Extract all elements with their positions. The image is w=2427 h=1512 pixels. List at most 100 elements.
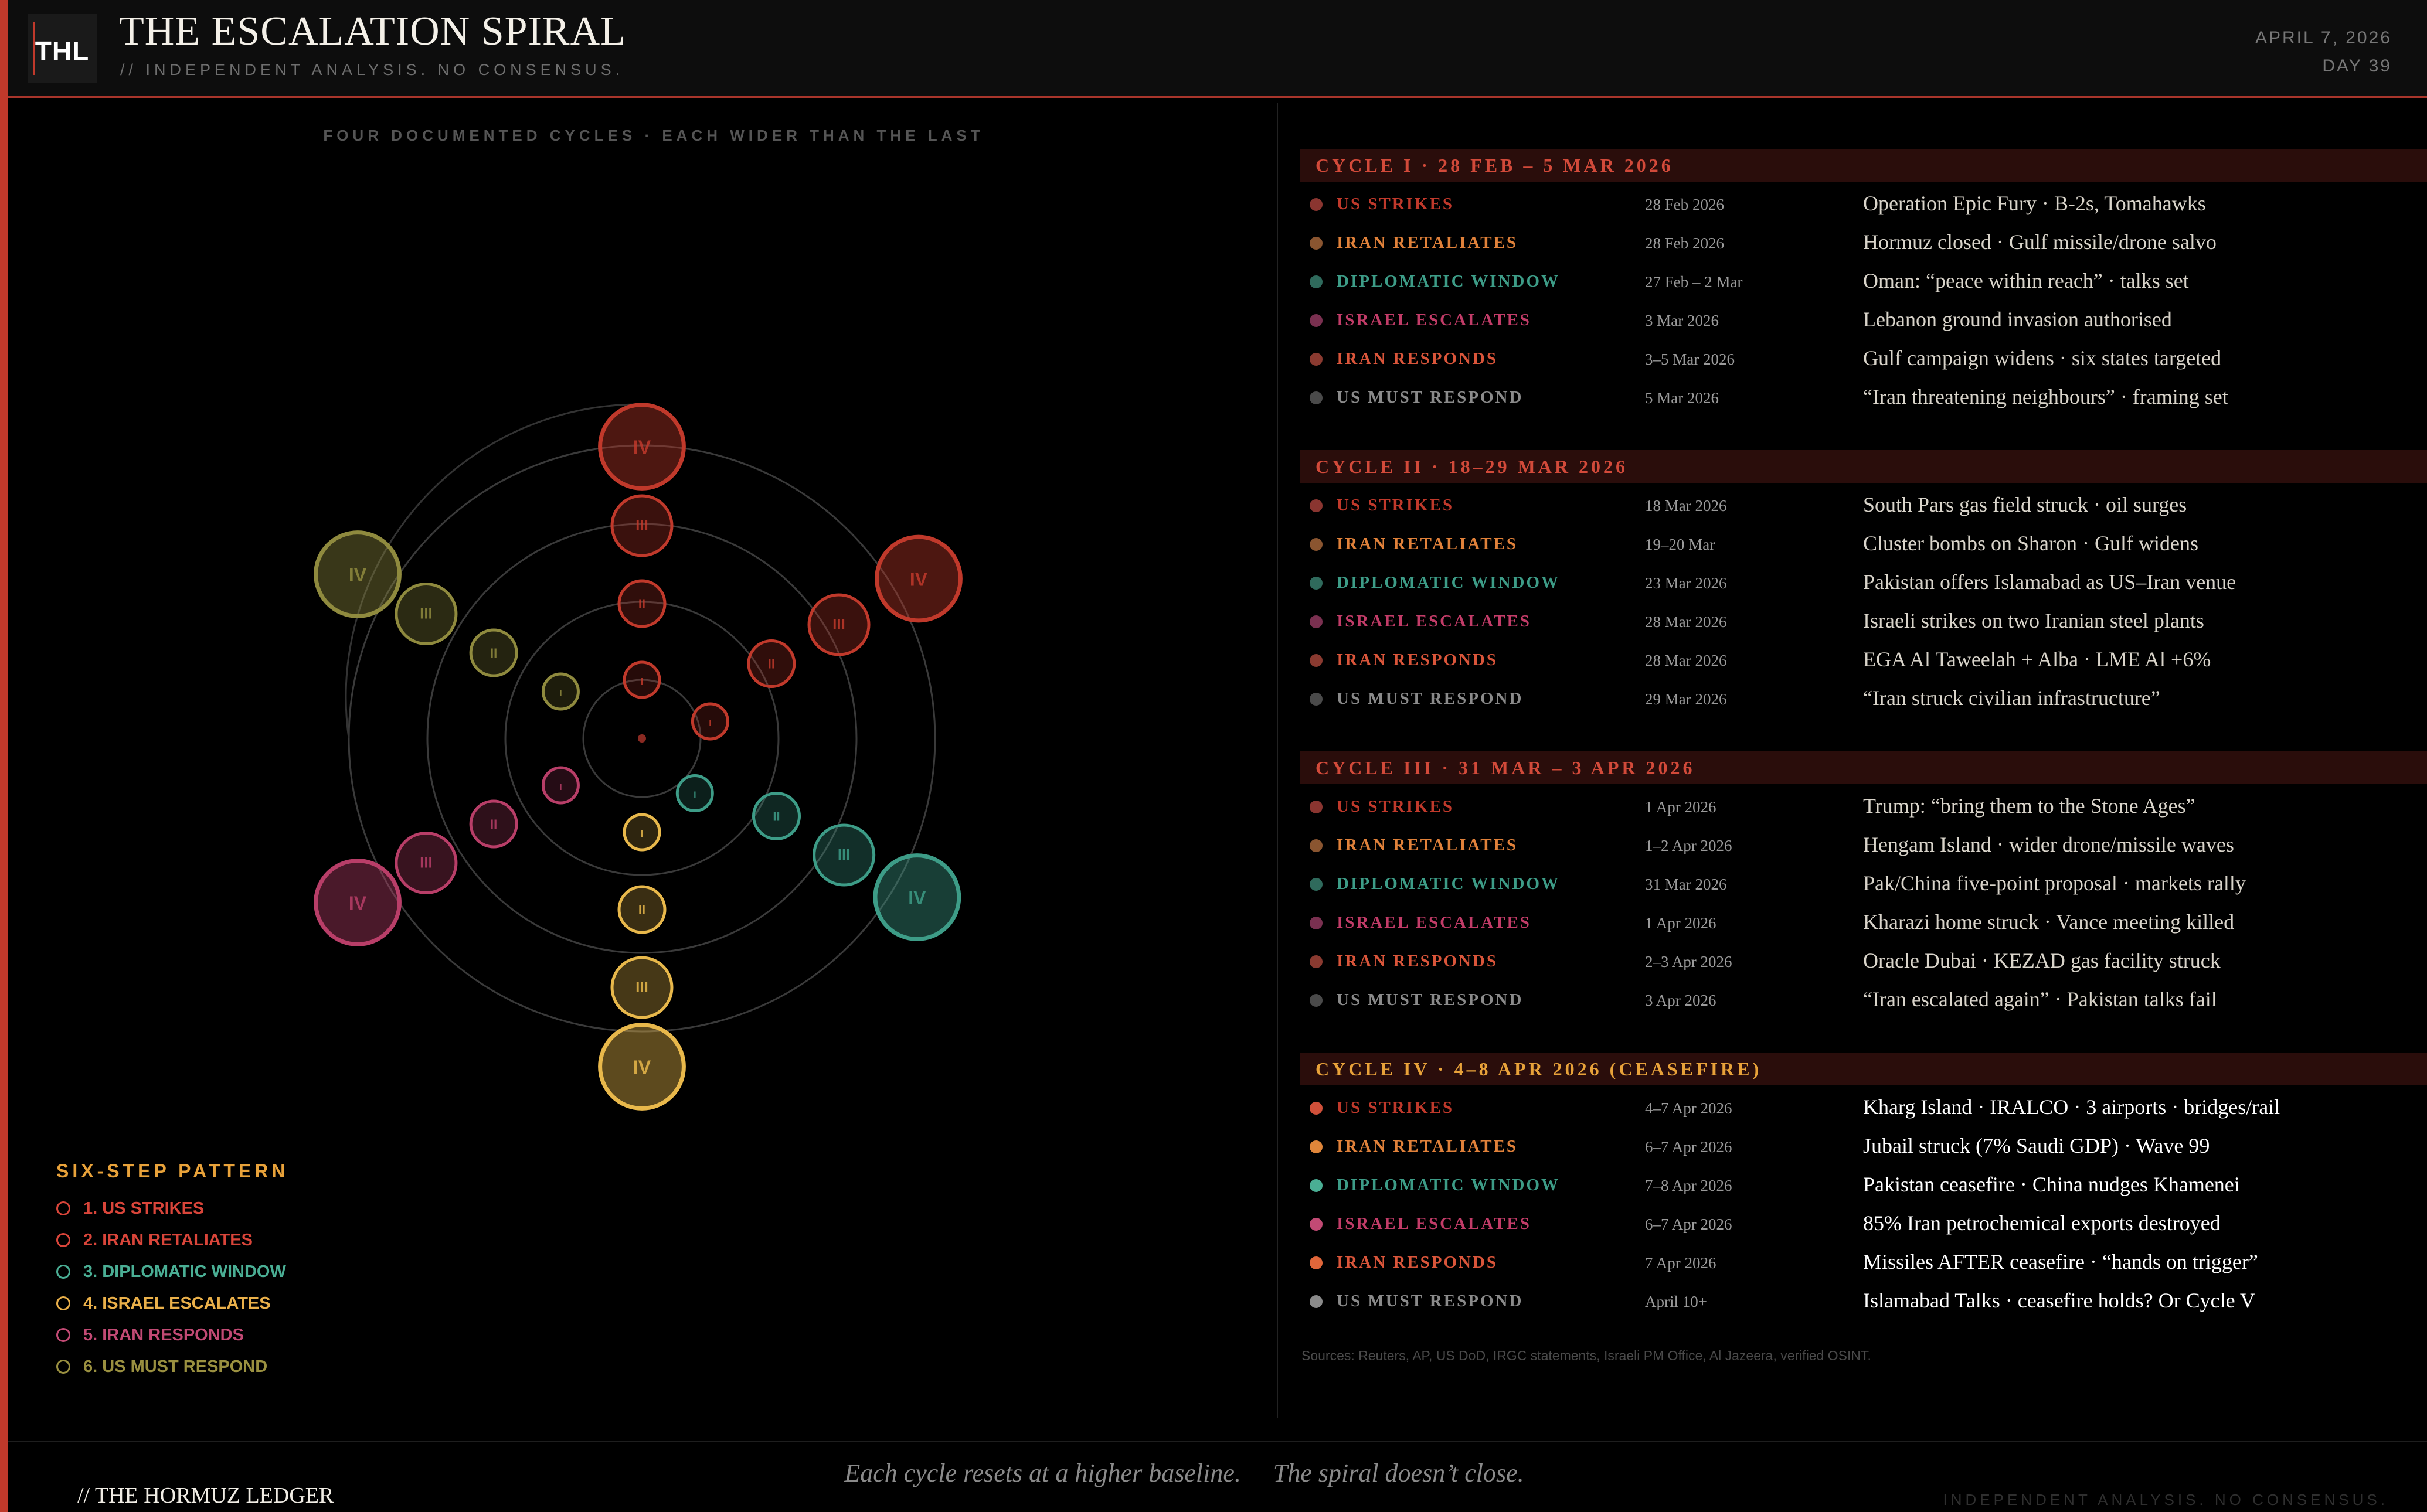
step-dot-icon [1310,577,1323,590]
step-date: 28 Mar 2026 [1645,652,1727,669]
cycle-node-label: I [559,689,562,699]
cycle-node [598,1023,686,1111]
legend-item-label: 1. US STRIKES [83,1198,205,1218]
step-description: Gulf campaign widens · six states target… [1863,346,2222,370]
cycle-node-label: IV [349,564,367,585]
legend-item: 2. IRAN RETALIATES [56,1224,288,1256]
step-dot-icon [1310,917,1323,929]
cycle-node [691,702,729,741]
step-date: 27 Feb – 2 Mar [1645,273,1743,291]
cycle-node [623,813,661,852]
step-date: 28 Feb 2026 [1645,196,1724,213]
step-label: US MUST RESPOND [1337,990,1524,1009]
cycle-step-row: ISRAEL ESCALATES 28 Mar 2026 Israeli strik… [1300,602,2427,641]
cycle-node-label: II [638,903,645,917]
spiral-ring [426,523,858,954]
step-date: 3–5 Mar 2026 [1645,350,1735,368]
legend-ring-icon [56,1265,70,1279]
cycle-step-row: US STRIKES 1 Apr 2026 Trump: “bring them t… [1300,788,2427,826]
step-date: 1 Apr 2026 [1645,798,1716,816]
step-dot-icon [1310,198,1323,211]
cycle-block: CYCLE II · 18–29 MAR 2026 US STRIKES 18 Ma… [1300,450,2427,718]
footer-divider [8,1441,2427,1442]
cycle-header: CYCLE III · 31 MAR – 3 APR 2026 [1300,751,2427,784]
step-description: South Pars gas field struck · oil surges [1863,493,2187,516]
legend-item-label: 4. ISRAEL ESCALATES [83,1293,271,1313]
cycle-node-label: I [641,829,643,839]
step-label: US MUST RESPOND [1337,1292,1524,1310]
step-date: 5 Mar 2026 [1645,389,1719,407]
escalation-spiral-diagram: IIIIIIIVIIIIIIIVIIIIIIIVIIIIIIIVIIIIIIIV… [314,403,963,1111]
cycle-node [623,660,661,699]
step-label: IRAN RESPONDS [1337,952,1498,970]
page-title: THE ESCALATION SPIRAL [119,9,626,54]
step-dot-icon [1310,801,1323,813]
step-label: US STRIKES [1337,496,1454,515]
cycle-step-row: US MUST RESPOND 3 Apr 2026 “Iran escalated… [1300,981,2427,1020]
step-description: Pak/China five-point proposal · markets … [1863,871,2246,895]
step-label: US MUST RESPOND [1337,388,1524,407]
cycle-node [617,885,667,934]
step-label: US MUST RESPOND [1337,689,1524,708]
step-date: 19–20 Mar [1645,536,1715,553]
cycle-node [469,799,518,849]
cycles-table: CYCLE I · 28 FEB – 5 MAR 2026 US STRIKES 2… [1300,149,2427,1321]
step-description: Jubail struck (7% Saudi GDP) · Wave 99 [1863,1134,2210,1157]
cycle-node [747,639,796,688]
step-description: Cluster bombs on Sharon · Gulf widens [1863,532,2198,555]
step-label: ISRAEL ESCALATES [1337,311,1531,329]
legend-ring-icon [56,1233,70,1247]
cycle-step-row: US STRIKES 28 Feb 2026 Operation Epic Fury… [1300,185,2427,224]
step-description: Hormuz closed · Gulf missile/drone salvo [1863,230,2217,254]
vertical-divider [1277,103,1278,1418]
step-date: 3 Mar 2026 [1645,312,1719,329]
cycle-node [610,494,674,557]
cycle-node [314,859,402,946]
cycle-node-label: III [420,854,433,871]
spiral-caption: FOUR DOCUMENTED CYCLES · EACH WIDER THAN… [323,127,984,144]
step-description: Missiles AFTER ceasefire · “hands on tri… [1863,1250,2258,1273]
step-description: Pakistan ceasefire · China nudges Khamen… [1863,1173,2240,1196]
cycle-step-row: IRAN RETALIATES 6–7 Apr 2026 Jubail struck… [1300,1128,2427,1166]
step-label: US STRIKES [1337,797,1454,816]
step-dot-icon [1310,1295,1323,1308]
step-dot-icon [1310,955,1323,968]
cycle-node [541,766,580,805]
accent-bar [0,0,8,1512]
step-description: Israeli strikes on two Iranian steel pla… [1863,609,2204,632]
cycle-node-label: I [709,718,711,728]
step-label: ISRAEL ESCALATES [1337,913,1531,932]
step-description: EGA Al Taweelah + Alba · LME Al +6% [1863,648,2211,671]
step-date: 29 Mar 2026 [1645,690,1727,708]
cycle-node [541,672,580,711]
cycle-node [598,403,686,491]
step-dot-icon [1310,538,1323,551]
cycle-node [752,792,801,840]
cycle-step-row: IRAN RETALIATES 19–20 Mar Cluster bombs on… [1300,525,2427,564]
cycle-node-label: I [694,791,696,801]
cycle-block: CYCLE III · 31 MAR – 3 APR 2026 US STRIKE… [1300,751,2427,1020]
step-label: DIPLOMATIC WINDOW [1337,573,1561,592]
header-day: DAY 39 [2322,56,2392,76]
cycle-block: CYCLE IV · 4–8 APR 2026 (CEASEFIRE) US ST… [1300,1053,2427,1321]
step-description: Islamabad Talks · ceasefire holds? Or Cy… [1863,1289,2255,1312]
step-description: Kharg Island · IRALCO · 3 airports · bri… [1863,1095,2280,1119]
step-dot-icon [1310,1179,1323,1192]
cycle-node [395,832,458,894]
cycle-step-row: US MUST RESPOND 29 Mar 2026 “Iran struck c… [1300,680,2427,718]
cycle-header: CYCLE I · 28 FEB – 5 MAR 2026 [1300,149,2427,182]
cycle-step-row: DIPLOMATIC WINDOW 23 Mar 2026 Pakistan off… [1300,564,2427,602]
legend-item-label: 5. IRAN RESPONDS [83,1325,244,1344]
legend-ring-icon [56,1328,70,1342]
step-description: Hengam Island · wider drone/missile wave… [1863,833,2234,856]
legend-item: 1. US STRIKES [56,1193,288,1224]
cycle-node-label: IV [633,437,651,458]
step-label: DIPLOMATIC WINDOW [1337,272,1561,291]
cycle-node-label: I [641,677,643,687]
sources-note: Sources: Reuters, AP, US DoD, IRGC state… [1301,1348,1871,1363]
step-date: 1–2 Apr 2026 [1645,837,1732,854]
legend-item: 6. US MUST RESPOND [56,1351,288,1382]
step-date: April 10+ [1645,1293,1707,1310]
cycle-block: CYCLE I · 28 FEB – 5 MAR 2026 US STRIKES 2… [1300,149,2427,417]
step-dot-icon [1310,275,1323,288]
